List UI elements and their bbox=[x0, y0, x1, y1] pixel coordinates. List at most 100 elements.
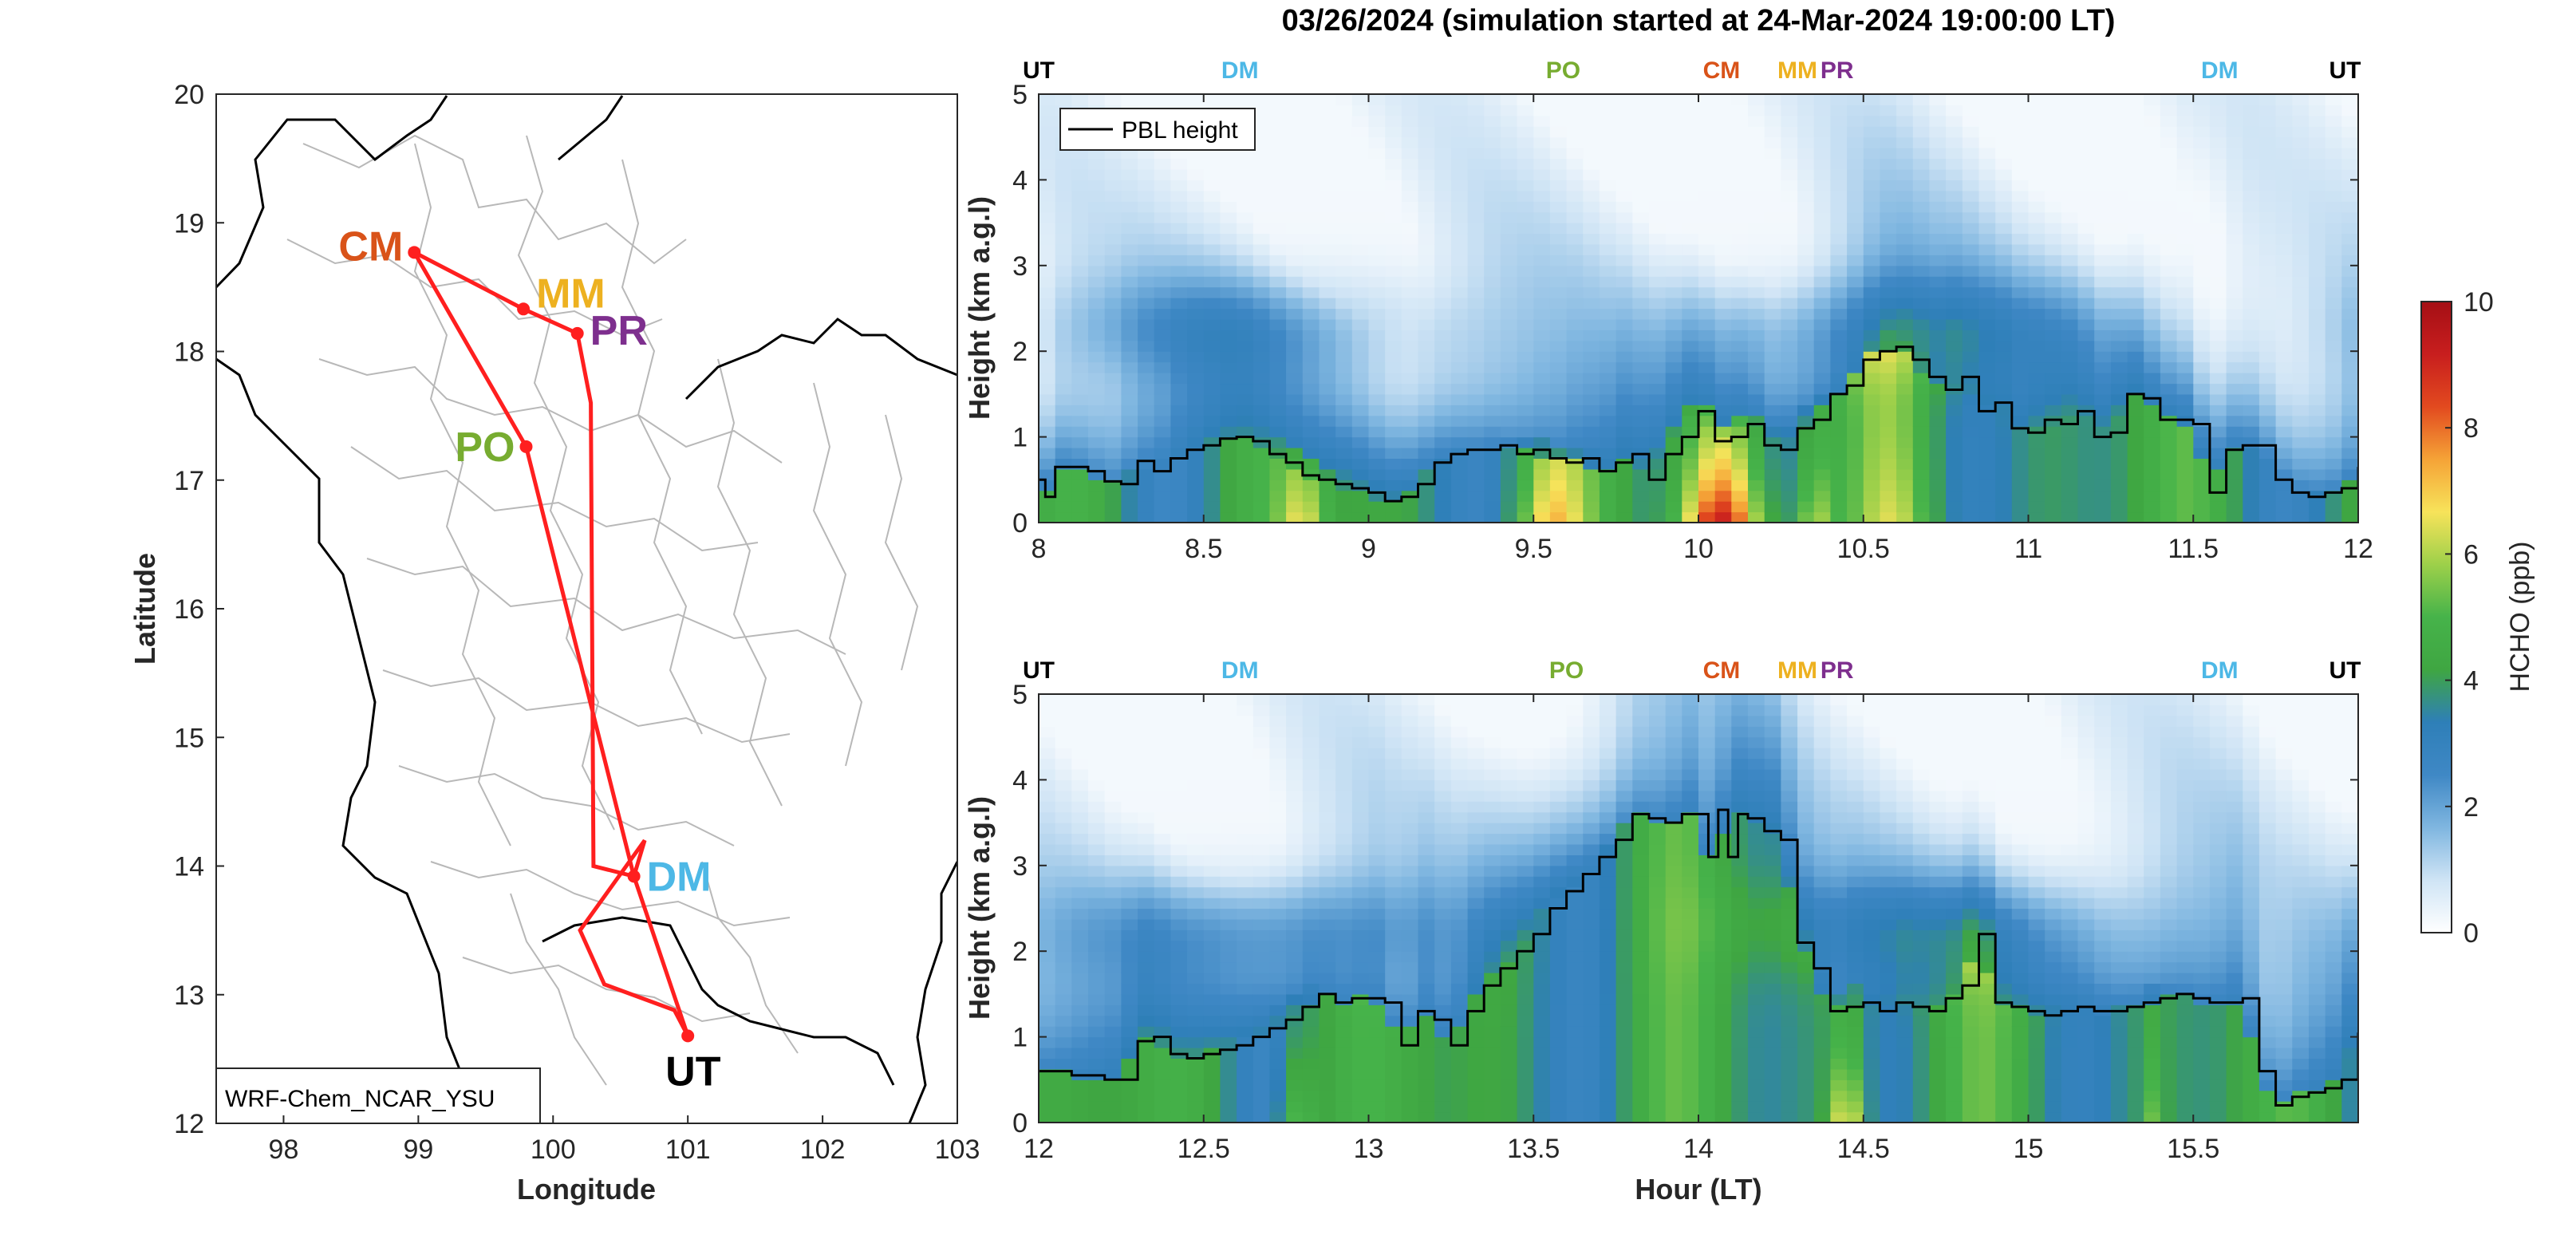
heatmap-cell bbox=[1995, 426, 2013, 438]
heatmap-cell bbox=[2127, 201, 2144, 213]
heatmap-cell bbox=[1583, 823, 1600, 835]
heatmap-cell bbox=[1368, 1101, 1386, 1113]
heatmap-cell bbox=[2226, 373, 2243, 385]
heatmap-cell bbox=[1088, 886, 1106, 898]
heatmap-cell bbox=[2209, 201, 2227, 213]
heatmap-cell bbox=[1583, 844, 1600, 855]
heatmap-cell bbox=[1962, 351, 1980, 363]
heatmap-cell bbox=[1237, 790, 1254, 802]
heatmap-cell bbox=[1237, 373, 1254, 385]
heatmap-cell bbox=[1088, 1036, 1106, 1048]
heatmap-cell bbox=[1880, 426, 1897, 438]
heatmap-cell bbox=[1929, 276, 1947, 288]
heatmap-cell bbox=[2341, 211, 2358, 223]
heatmap-cell bbox=[1665, 361, 1682, 373]
heatmap-cell bbox=[1467, 961, 1485, 973]
heatmap-cell bbox=[2243, 148, 2260, 160]
heatmap-cell bbox=[1781, 243, 1798, 255]
heatmap-cell bbox=[1401, 511, 1419, 523]
heatmap-cell bbox=[1418, 983, 1435, 995]
heatmap-cell bbox=[2094, 105, 2112, 116]
figure-title: 03/26/2024 (simulation started at 24-Mar… bbox=[1282, 4, 2116, 37]
heatmap-cell bbox=[1731, 361, 1749, 373]
heatmap-cell bbox=[1500, 458, 1518, 470]
heatmap-cell bbox=[2028, 404, 2045, 416]
heatmap-cell bbox=[1731, 448, 1749, 459]
heatmap-cell bbox=[1912, 393, 1931, 405]
heatmap-cell bbox=[1302, 105, 1320, 116]
heatmap-cell bbox=[1319, 758, 1336, 770]
heatmap-cell bbox=[2127, 511, 2144, 523]
heatmap-cell bbox=[1154, 490, 1171, 502]
heatmap-cell bbox=[1632, 704, 1650, 716]
heatmap-cell bbox=[1962, 211, 1980, 223]
heatmap-cell bbox=[2176, 298, 2194, 310]
heatmap-cell bbox=[1088, 255, 1106, 266]
heatmap-cell bbox=[1434, 340, 1452, 352]
heatmap-cell bbox=[1632, 993, 1650, 1005]
heatmap-cell bbox=[2061, 340, 2079, 352]
heatmap-cell bbox=[1368, 704, 1386, 716]
heatmap-cell bbox=[2127, 340, 2144, 352]
heatmap-cell bbox=[1698, 393, 1716, 405]
heatmap-cell bbox=[1319, 908, 1336, 920]
heatmap-cell bbox=[1187, 211, 1205, 223]
heatmap-cell bbox=[1632, 1111, 1650, 1123]
y-tick-label: 15 bbox=[174, 723, 204, 753]
heatmap-cell bbox=[1220, 876, 1237, 888]
heatmap-cell bbox=[1055, 983, 1072, 995]
heatmap-cell bbox=[1682, 426, 1699, 438]
heatmap-cell bbox=[1830, 404, 1848, 416]
heatmap-cell bbox=[1830, 148, 1848, 160]
heatmap-cell bbox=[2341, 393, 2358, 405]
heatmap-cell bbox=[1665, 318, 1682, 330]
heatmap-cell bbox=[1632, 148, 1650, 160]
heatmap-cell bbox=[1252, 458, 1271, 470]
heatmap-cell bbox=[1434, 898, 1452, 910]
heatmap-cell bbox=[1912, 94, 1931, 105]
heatmap-cell bbox=[2275, 426, 2293, 438]
heatmap-cell bbox=[1170, 1079, 1188, 1091]
heatmap-cell bbox=[1896, 415, 1914, 427]
heatmap-cell bbox=[1698, 844, 1716, 855]
heatmap-cell bbox=[1615, 383, 1633, 395]
heatmap-cell bbox=[1252, 426, 1271, 438]
heatmap-cell bbox=[1549, 898, 1568, 910]
heatmap-cell bbox=[1995, 490, 2013, 502]
x-tick-label: 11.5 bbox=[2168, 534, 2219, 564]
heatmap-cell bbox=[1549, 801, 1568, 813]
heatmap-cell bbox=[1533, 126, 1551, 138]
heatmap-cell bbox=[1385, 201, 1402, 213]
heatmap-cell bbox=[2258, 404, 2277, 416]
heatmap-cell bbox=[1088, 929, 1106, 941]
heatmap-cell bbox=[1764, 448, 1781, 459]
heatmap-cell bbox=[1187, 748, 1205, 760]
heatmap-cell bbox=[1714, 265, 1732, 277]
heatmap-cell bbox=[1351, 448, 1370, 459]
heatmap-cell bbox=[1649, 951, 1667, 963]
heatmap-cell bbox=[1252, 801, 1271, 813]
heatmap-cell bbox=[1434, 361, 1452, 373]
heatmap-cell bbox=[1104, 1058, 1122, 1070]
heatmap-cell bbox=[1385, 726, 1402, 738]
heatmap-cell bbox=[1055, 448, 1072, 459]
heatmap-cell bbox=[1220, 404, 1237, 416]
heatmap-cell bbox=[1665, 736, 1682, 748]
heatmap-cell bbox=[1467, 940, 1485, 952]
heatmap-cell bbox=[1104, 318, 1122, 330]
heatmap-cell bbox=[1946, 393, 1963, 405]
heatmap-cell bbox=[1615, 501, 1633, 513]
heatmap-cell bbox=[1088, 993, 1106, 1005]
heatmap-cell bbox=[2209, 276, 2227, 288]
heatmap-cell bbox=[1286, 265, 1304, 277]
heatmap-cell bbox=[1368, 318, 1386, 330]
heatmap-cell bbox=[1484, 736, 1501, 748]
heatmap-cell bbox=[1170, 190, 1188, 202]
heatmap-cell bbox=[1863, 105, 1881, 116]
heatmap-cell bbox=[1467, 898, 1485, 910]
heatmap-cell bbox=[1781, 436, 1798, 448]
heatmap-cell bbox=[1517, 361, 1534, 373]
heatmap-cell bbox=[1830, 490, 1848, 502]
heatmap-cell bbox=[1450, 726, 1469, 738]
heatmap-cell bbox=[1055, 211, 1072, 223]
